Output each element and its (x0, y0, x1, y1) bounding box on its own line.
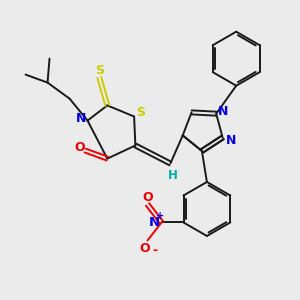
Text: S: S (95, 64, 104, 77)
Text: H: H (167, 169, 177, 182)
Text: N: N (218, 105, 228, 118)
Text: +: + (157, 212, 165, 221)
Text: S: S (136, 106, 146, 119)
Text: -: - (152, 244, 157, 257)
Text: O: O (74, 141, 85, 154)
Text: N: N (149, 216, 160, 229)
Text: O: O (142, 191, 153, 204)
Text: O: O (139, 242, 150, 255)
Text: N: N (76, 112, 87, 125)
Text: N: N (225, 134, 236, 147)
